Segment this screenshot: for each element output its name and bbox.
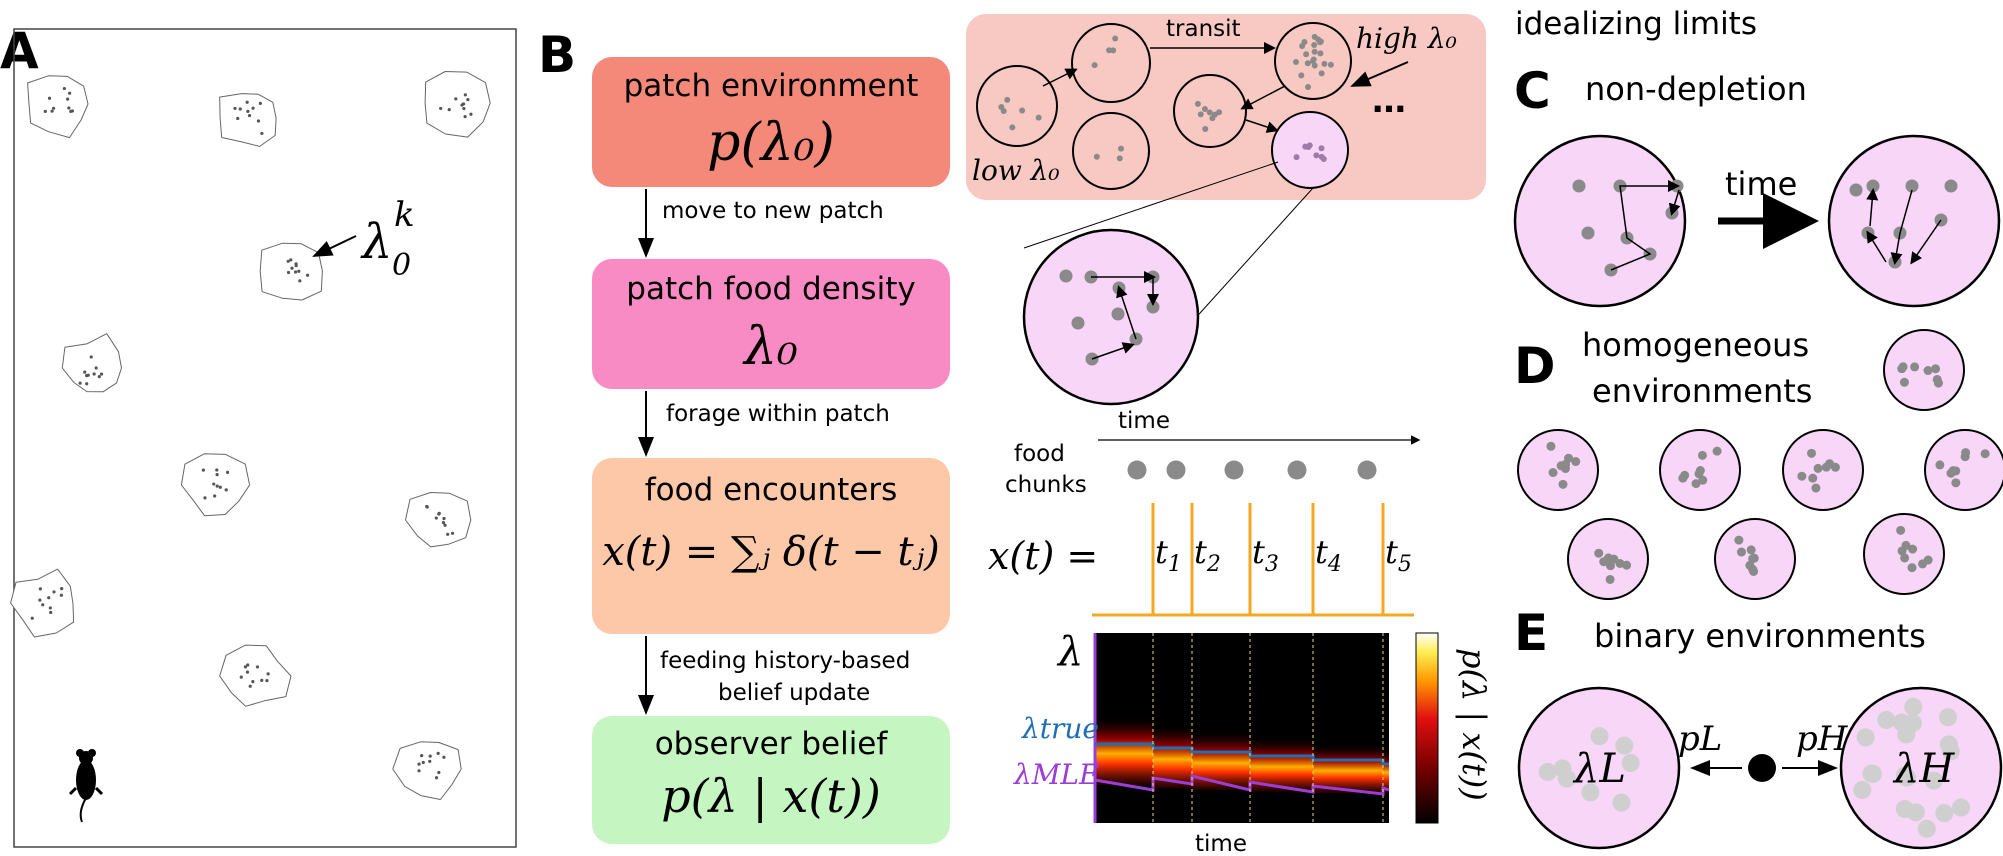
food-patch bbox=[392, 741, 462, 800]
mouse-icon bbox=[68, 749, 104, 823]
panel-a: A λ 0 k bbox=[0, 22, 517, 848]
arrow-label: move to new patch bbox=[662, 198, 884, 224]
patch-label: λ 0 k bbox=[312, 195, 415, 283]
panel-b: B patch environment p(λ₀) patch food den… bbox=[538, 14, 1493, 856]
spike-label: t1 bbox=[1155, 533, 1182, 577]
spike-label: t3 bbox=[1252, 533, 1279, 577]
lambda-l-label: λL bbox=[1572, 746, 1626, 792]
colorbar bbox=[1415, 632, 1439, 824]
box-observer-belief: observer belief p(λ | x(t)) bbox=[592, 716, 950, 844]
food-chunk bbox=[1166, 460, 1186, 480]
environment-graph: transit high λ₀ low λ₀ … bbox=[966, 14, 1486, 200]
lambda-base: λ bbox=[360, 214, 392, 270]
box-patch-food-density: patch food density λ₀ bbox=[592, 259, 950, 389]
spike-label: t2 bbox=[1194, 533, 1221, 577]
food-patch bbox=[219, 644, 292, 707]
panel-e-title: binary environments bbox=[1594, 617, 1926, 655]
right-header: idealizing limits bbox=[1515, 6, 1757, 42]
panel-d-title-1: homogeneous bbox=[1582, 326, 1809, 364]
panel-a-frame bbox=[13, 28, 517, 848]
pl-label: pL bbox=[1678, 719, 1722, 759]
patch-field bbox=[10, 71, 491, 800]
panel-c-arrow-label: time bbox=[1725, 165, 1797, 203]
c-paths bbox=[1610, 180, 1942, 271]
arrow-label: belief update bbox=[718, 680, 870, 706]
food-chunk bbox=[1224, 460, 1244, 480]
lambda-axis-label: λ bbox=[1056, 629, 1083, 675]
arrow-label: forage within patch bbox=[666, 401, 890, 427]
box-patch-environment: patch environment p(λ₀) bbox=[592, 57, 950, 187]
panel-a-letter: A bbox=[0, 22, 39, 80]
food-patch bbox=[27, 75, 89, 139]
timeline-time-label: time bbox=[1118, 408, 1170, 434]
box-formula: p(λ₀) bbox=[707, 113, 835, 173]
panel-d-title-2: environments bbox=[1592, 372, 1812, 410]
panel-d-letter: D bbox=[1514, 337, 1556, 395]
homogeneous-patch bbox=[1924, 429, 2003, 511]
food-patch bbox=[180, 453, 251, 517]
spike-label: t4 bbox=[1315, 533, 1342, 577]
box-food-encounters: food encounters x(t) = ∑ⱼ δ(t − tⱼ) bbox=[592, 458, 950, 634]
box-formula: p(λ | x(t)) bbox=[661, 769, 881, 823]
food-chunk bbox=[1287, 460, 1307, 480]
patch-before bbox=[1513, 134, 1687, 308]
heatmap-time-label: time bbox=[1195, 831, 1247, 856]
box-formula: x(t) = ∑ⱼ δ(t − tⱼ) bbox=[602, 529, 940, 575]
food-patch bbox=[61, 333, 122, 393]
food-patch bbox=[10, 568, 75, 638]
low-label: low λ₀ bbox=[972, 154, 1060, 187]
food-patch bbox=[405, 492, 472, 548]
lambda-sup: k bbox=[394, 195, 415, 235]
homogeneous-patch bbox=[1517, 429, 1599, 511]
ellipsis: … bbox=[1372, 81, 1406, 121]
panel-c-title: non-depletion bbox=[1585, 70, 1807, 108]
ph-label: pH bbox=[1796, 719, 1849, 759]
arrow-label: feeding history-based bbox=[660, 648, 910, 674]
patch-after bbox=[1827, 134, 2001, 308]
food-chunk bbox=[1127, 460, 1147, 480]
box-title: food encounters bbox=[645, 472, 898, 508]
zoomed-patch bbox=[1022, 161, 1314, 406]
box-title: patch food density bbox=[626, 271, 915, 307]
box-title: patch environment bbox=[624, 68, 919, 104]
lambda-h-label: λH bbox=[1892, 746, 1955, 792]
panel-c-letter: C bbox=[1514, 62, 1551, 120]
idealizing-limits: idealizing limits C non-depletion time D… bbox=[1513, 6, 2003, 850]
spike-label: t5 bbox=[1385, 533, 1412, 577]
belief-heatmap: λ λtrue λMLE time p(λ | x(t)) bbox=[1013, 629, 1493, 856]
patch-low bbox=[1517, 686, 1681, 850]
panel-b-letter: B bbox=[538, 26, 576, 84]
transit-label: transit bbox=[1166, 16, 1241, 42]
high-label: high λ₀ bbox=[1356, 22, 1457, 55]
colorbar-label: p(λ | x(t)) bbox=[1455, 648, 1493, 801]
food-chunk bbox=[1357, 460, 1377, 480]
lambda-sub: 0 bbox=[392, 248, 411, 283]
timeline: time food chunks x(t) = t1 t2 t3 t4 t5 bbox=[988, 408, 1421, 617]
chunks-label: chunks bbox=[1005, 472, 1087, 498]
box-title: observer belief bbox=[655, 726, 889, 762]
lambda-mle-label: λMLE bbox=[1013, 758, 1099, 791]
box-formula: λ₀ bbox=[742, 317, 798, 377]
panel-e-letter: E bbox=[1514, 604, 1548, 662]
food-patch bbox=[424, 71, 491, 138]
lambda-true-label: λtrue bbox=[1021, 712, 1099, 745]
food-label: food bbox=[1014, 441, 1065, 467]
homogeneous-patches bbox=[1517, 329, 2003, 600]
xt-label: x(t) = bbox=[988, 534, 1098, 578]
choice-point bbox=[1748, 754, 1776, 782]
food-patch bbox=[259, 242, 323, 301]
